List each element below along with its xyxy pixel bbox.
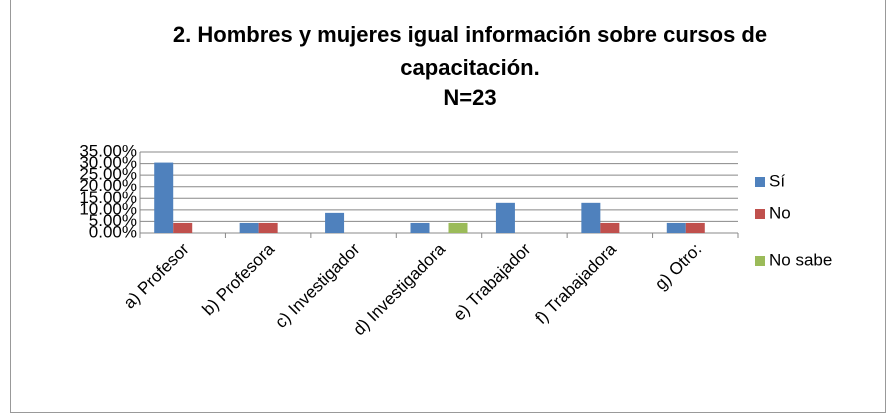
x-tick-label: f) Trabajadora bbox=[532, 239, 621, 328]
y-tick-label: 0.00% bbox=[89, 222, 137, 241]
bar bbox=[495, 202, 515, 233]
x-tick-label: a) Profesor bbox=[120, 239, 193, 312]
legend-swatch bbox=[755, 256, 765, 266]
y-tick-label: 25.00% bbox=[79, 165, 137, 184]
y-tick-label: 30.00% bbox=[79, 153, 137, 172]
bar bbox=[258, 222, 278, 233]
x-tick-label: c) Investigador bbox=[271, 239, 364, 332]
y-tick-label: 20.00% bbox=[79, 176, 137, 195]
bar bbox=[410, 222, 430, 233]
x-tick-label: b) Profesora bbox=[199, 239, 279, 319]
y-tick-label: 35.00% bbox=[79, 141, 137, 160]
legend-label: Sí bbox=[769, 171, 785, 190]
legend-label: No sabe bbox=[769, 250, 832, 269]
chart-subtitle: N=23 bbox=[443, 85, 497, 110]
bar bbox=[685, 222, 705, 233]
x-tick-label: g) Otro: bbox=[651, 240, 705, 294]
bar bbox=[239, 222, 259, 233]
y-tick-label: 10.00% bbox=[79, 199, 137, 218]
bar bbox=[600, 222, 620, 233]
bar bbox=[154, 162, 174, 233]
x-tick-label: e) Trabajador bbox=[449, 239, 534, 324]
bar bbox=[666, 222, 686, 233]
legend-swatch bbox=[755, 177, 765, 187]
bar bbox=[581, 202, 601, 233]
bar bbox=[325, 212, 345, 233]
legend-swatch bbox=[755, 209, 765, 219]
y-tick-label: 5.00% bbox=[89, 211, 137, 230]
x-tick-label: d) Investigadora bbox=[349, 239, 449, 339]
chart-title: 2. Hombres y mujeres igual información s… bbox=[172, 22, 768, 80]
bar bbox=[173, 222, 193, 233]
y-tick-label: 15.00% bbox=[79, 188, 137, 207]
bar bbox=[448, 222, 468, 233]
legend-label: No bbox=[769, 203, 791, 222]
